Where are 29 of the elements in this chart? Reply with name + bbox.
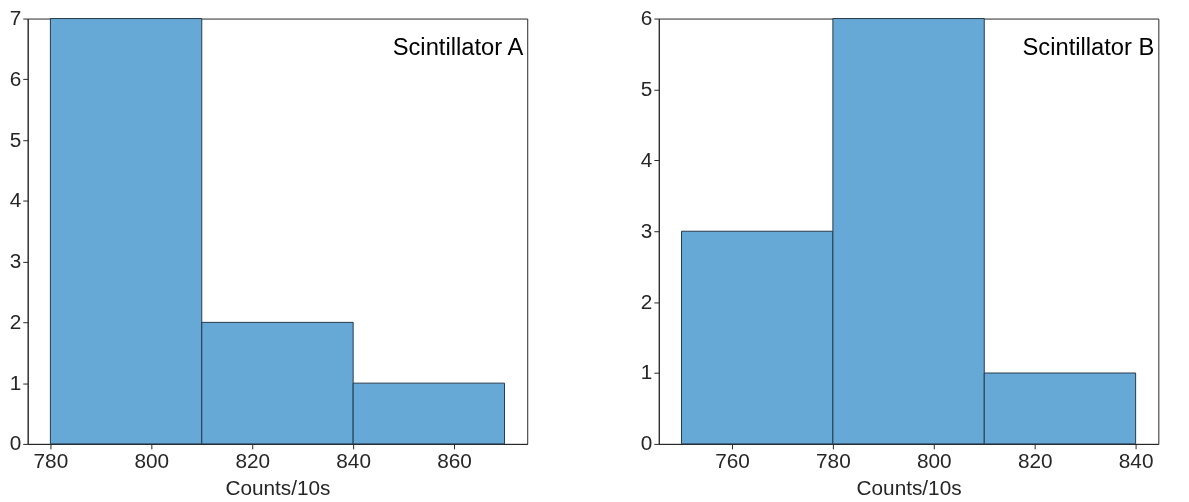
y-tick-label: 4 <box>9 188 22 212</box>
y-tick-label: 7 <box>9 5 22 29</box>
x-tick-label: 840 <box>1118 449 1154 473</box>
x-tick-label: 820 <box>1017 449 1053 473</box>
y-tick-label: 2 <box>640 289 653 313</box>
text: Scintillator A <box>392 34 524 61</box>
x-tick-label: 860 <box>437 449 472 473</box>
x-tick-label: 760 <box>715 449 750 473</box>
x-tick-label: 780 <box>816 449 851 473</box>
x-tick-label: 820 <box>235 449 271 473</box>
x-axis-title: Counts/10s <box>856 475 962 499</box>
y-tick-label: 5 <box>9 127 22 151</box>
y-tick-label: 3 <box>640 218 653 242</box>
x-tick-label: 780 <box>33 449 69 473</box>
y-tick-label: 4 <box>640 147 653 171</box>
y-tick-label: 0 <box>640 431 653 455</box>
y-tick-label: 6 <box>9 66 22 90</box>
x-tick-label: 800 <box>916 449 952 473</box>
y-tick-label: 0 <box>9 431 22 455</box>
y-tick-label: 2 <box>9 309 22 333</box>
y-tick-label: 3 <box>9 249 22 273</box>
x-axis-title: Counts/10s <box>225 475 331 499</box>
x-tick-label: 800 <box>134 449 170 473</box>
y-tick-label: 6 <box>640 5 653 29</box>
x-tick-label: 840 <box>336 449 371 473</box>
text: Scintillator B <box>1022 34 1155 61</box>
y-tick-label: 1 <box>640 360 653 384</box>
y-tick-label: 1 <box>9 370 22 394</box>
y-tick-label: 5 <box>640 76 653 100</box>
